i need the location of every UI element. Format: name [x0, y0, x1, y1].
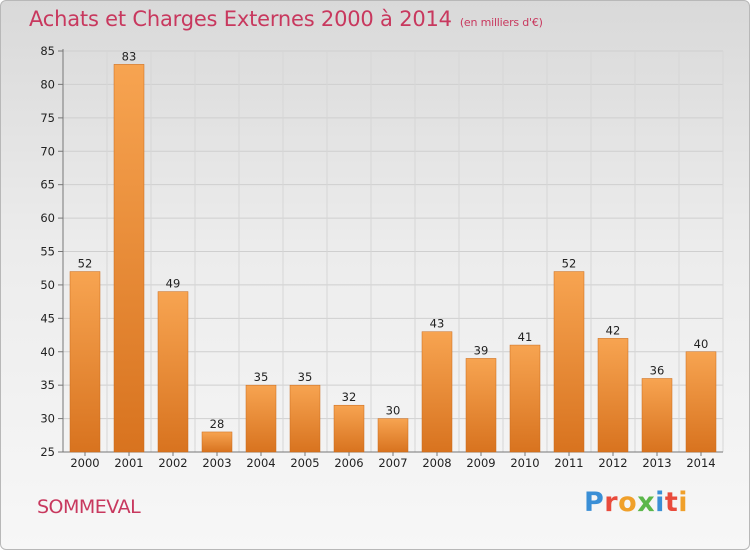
brand-letter: i — [655, 487, 665, 518]
data-label: 32 — [342, 390, 357, 404]
y-tick-label: 45 — [40, 311, 55, 325]
y-tick-label: 40 — [40, 345, 55, 359]
brand-letter: t — [664, 487, 679, 518]
data-label: 83 — [122, 49, 137, 63]
x-tick-label: 2011 — [554, 456, 583, 470]
x-tick-label: 2006 — [334, 456, 363, 470]
x-tick-label: 2003 — [202, 456, 231, 470]
x-tick-label: 2002 — [158, 456, 187, 470]
y-tick-label: 30 — [40, 412, 55, 426]
x-tick-label: 2014 — [686, 456, 715, 470]
brand-logo: Proxiti — [584, 487, 688, 518]
bar — [377, 418, 409, 453]
data-label: 52 — [562, 257, 577, 271]
data-label: 40 — [694, 337, 709, 351]
data-label: 35 — [298, 370, 313, 384]
bar — [509, 344, 541, 453]
data-label: 35 — [254, 370, 269, 384]
x-tick-label: 2010 — [510, 456, 539, 470]
data-label: 41 — [518, 330, 533, 344]
data-label: 42 — [606, 323, 621, 337]
data-labels: 52 83 49 28 35 35 32 30 43 39 41 52 42 36 40 — [78, 49, 709, 431]
data-label: 39 — [474, 343, 489, 357]
bar — [553, 271, 585, 453]
data-label: 43 — [430, 317, 445, 331]
y-tick-label: 35 — [40, 378, 55, 392]
x-tick-label: 2007 — [378, 456, 407, 470]
bar — [333, 404, 365, 453]
bar — [597, 338, 629, 453]
y-tick-label: 75 — [40, 111, 55, 125]
bar — [113, 64, 145, 453]
x-tick-label: 2013 — [642, 456, 671, 470]
brand-letter: P — [584, 487, 605, 518]
brand-letter: o — [618, 487, 638, 518]
brand-letter: r — [604, 487, 619, 518]
bar — [69, 271, 101, 453]
bar — [245, 384, 277, 453]
y-tick-label: 25 — [40, 445, 55, 459]
place-name: SOMMEVAL — [37, 496, 141, 518]
bar — [201, 431, 233, 453]
bar — [157, 291, 189, 453]
x-tick-label: 2012 — [598, 456, 627, 470]
bar — [421, 331, 453, 453]
y-tick-label: 65 — [40, 178, 55, 192]
y-tick-label: 55 — [40, 245, 55, 259]
bar — [685, 351, 717, 453]
data-label: 36 — [650, 363, 665, 377]
data-label: 49 — [166, 277, 181, 291]
x-tick-label: 2008 — [422, 456, 451, 470]
y-tick-label: 50 — [40, 278, 55, 292]
x-tick-label: 2005 — [290, 456, 319, 470]
data-label: 28 — [210, 417, 225, 431]
title-unit: (en milliers d'€) — [459, 16, 543, 29]
y-tick-label: 70 — [40, 144, 55, 158]
data-label: 30 — [386, 404, 401, 418]
bar — [289, 384, 321, 453]
chart-title: Achats et Charges Externes 2000 à 2014 (e… — [29, 7, 543, 31]
bars — [69, 64, 717, 453]
data-label: 52 — [78, 257, 93, 271]
x-tick-label: 2000 — [70, 456, 99, 470]
bar — [465, 358, 497, 453]
bar — [641, 378, 673, 453]
x-tick-label: 2004 — [246, 456, 275, 470]
title-text: Achats et Charges Externes 2000 à 2014 — [29, 7, 452, 31]
brand-letter: x — [637, 487, 656, 518]
x-tick-label: 2009 — [466, 456, 495, 470]
y-tick-label: 60 — [40, 211, 55, 225]
brand-letter: i — [678, 487, 689, 518]
y-tick-label: 80 — [40, 77, 55, 91]
y-tick-label: 85 — [40, 44, 55, 58]
x-tick-label: 2001 — [114, 456, 143, 470]
